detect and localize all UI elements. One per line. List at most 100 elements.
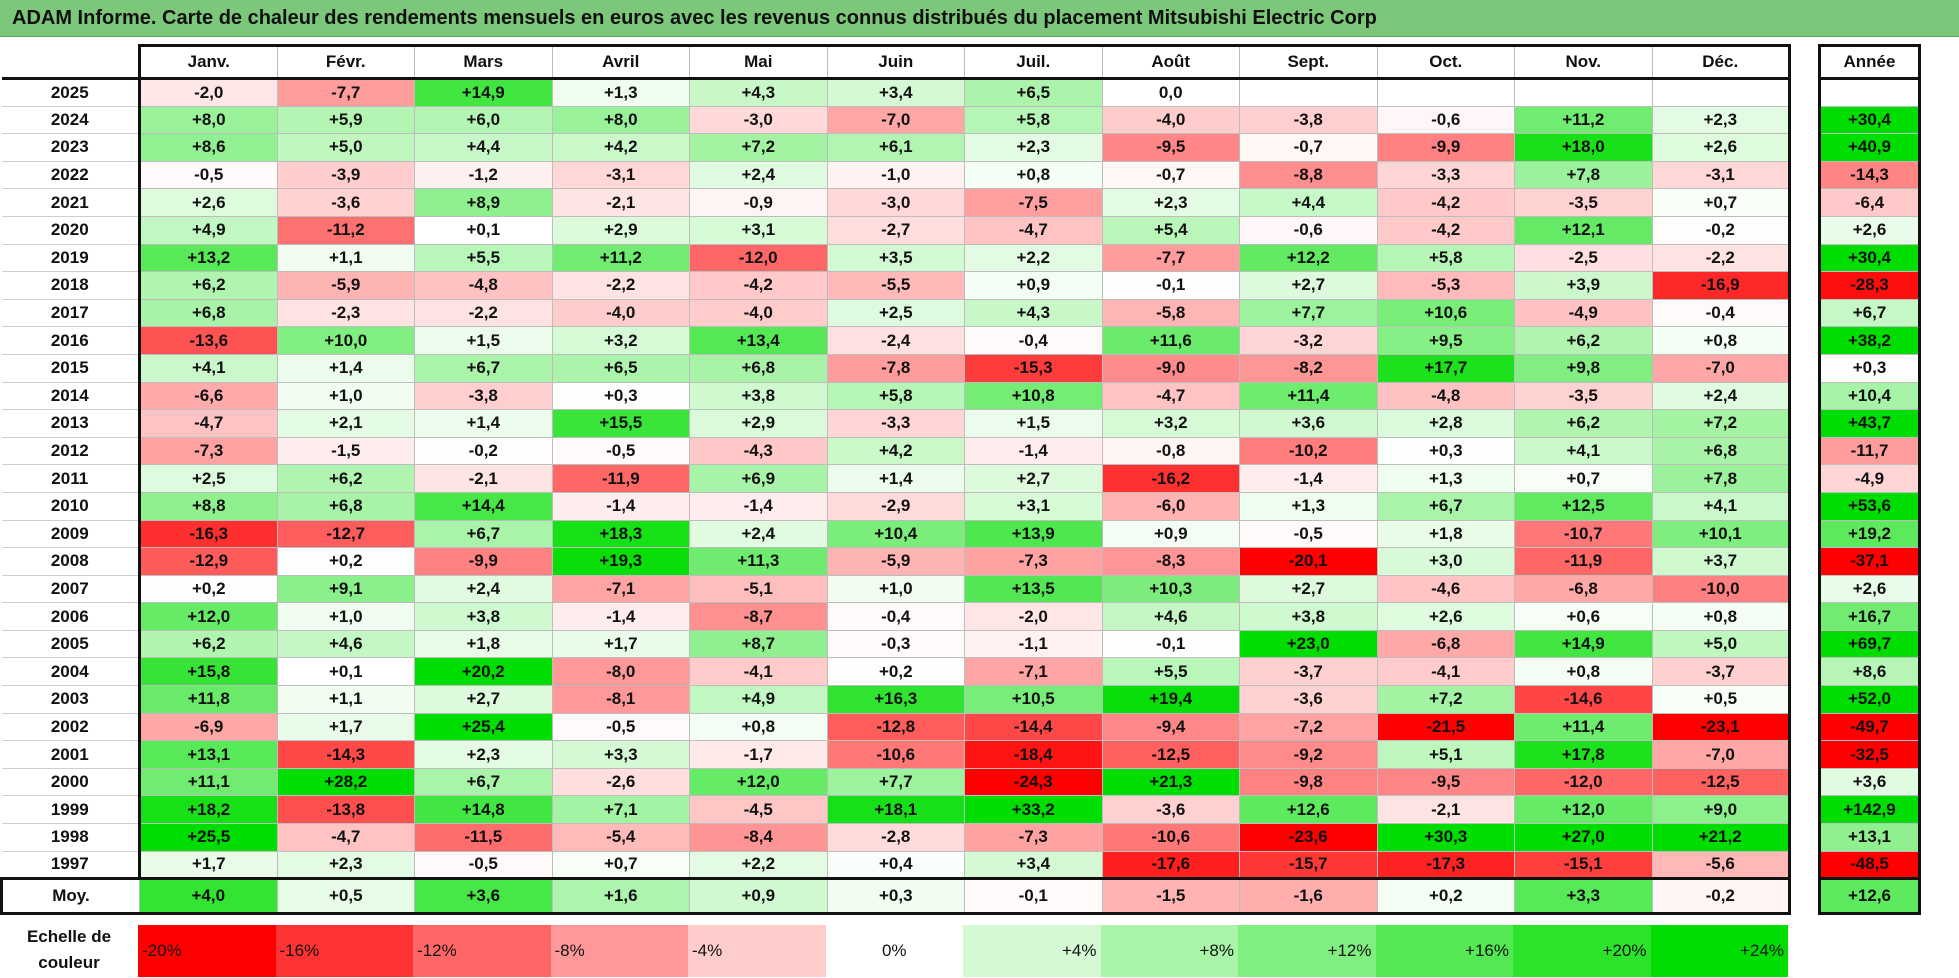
heatmap-cell: -10,6 (1101, 823, 1240, 852)
heatmap-cell: +15,5 (551, 409, 690, 438)
year-label: 2010 (1, 492, 140, 521)
heatmap-cell: -12,0 (689, 243, 828, 273)
average-row: Moy. +4,0 +0,5 +3,6 +1,6 +0,9 +0,3 -0,1 -1,5 -1,6… (0, 877, 1791, 916)
heatmap-cell: +12,5 (1514, 491, 1653, 521)
average-cell: +3,6 (414, 877, 553, 916)
table-row: 2009 -16,3 -12,7 +6,7 +18,3 +2,4 +10,4 +13,9 +0,… (1, 519, 1791, 549)
heatmap-cell: +2,6 (1376, 602, 1515, 631)
table-row: 2015 +4,1 +1,4 +6,7 +6,5 +6,8 -7,8 -15,3 -9,0 -8,… (1, 353, 1791, 383)
heatmap-cell: +3,8 (414, 602, 553, 631)
annual-row: +2,6 (1818, 215, 1921, 245)
heatmap-cell: +7,2 (689, 133, 828, 162)
heatmap-cell: +4,1 (1651, 491, 1791, 521)
annual-cell: +19,2 (1818, 519, 1921, 548)
heatmap-cell: +0,1 (276, 657, 415, 687)
annual-row: +43,7 (1818, 409, 1921, 438)
table-row: 2004 +15,8 +0,1 +20,2 -8,0 -4,1 +0,2 -7,1 +5,5 -3… (1, 657, 1791, 687)
heatmap-cell: +3,0 (1376, 547, 1515, 576)
heatmap-cell: -3,3 (1376, 160, 1515, 190)
heatmap-cell: -12,0 (1514, 767, 1653, 797)
heatmap-cell: -3,6 (1239, 685, 1378, 714)
heatmap-cell: +2,4 (1651, 381, 1791, 411)
heatmap-cell: +1,0 (826, 574, 965, 604)
heatmap-cell: +2,2 (689, 850, 828, 880)
heatmap-cell: +1,1 (276, 685, 415, 714)
heatmap-cell: -5,1 (689, 574, 828, 604)
heatmap-cell: +1,4 (414, 409, 553, 438)
heatmap-cell: +6,9 (689, 464, 828, 493)
heatmap-cell: -20,1 (1239, 547, 1378, 576)
heatmap-cell: +3,2 (551, 326, 690, 355)
annual-row: +3,6 (1818, 767, 1921, 796)
heatmap-cell: +25,5 (138, 823, 278, 852)
heatmap-cell: +7,2 (1651, 409, 1791, 438)
heatmap-cell: +12,6 (1239, 795, 1378, 825)
heatmap-cell: -11,9 (1514, 547, 1653, 576)
average-cell: +1,6 (551, 877, 690, 916)
heatmap-cell: +2,9 (551, 215, 690, 245)
annual-cell: -6,4 (1818, 188, 1921, 217)
heatmap-cell: -3,0 (689, 105, 828, 135)
year-label: 2009 (1, 520, 140, 549)
heatmap-cell: -14,3 (276, 740, 415, 769)
heatmap-cell: +4,6 (276, 629, 415, 659)
annual-cell: +30,4 (1818, 105, 1921, 134)
heatmap-cell: +7,2 (1376, 685, 1515, 714)
heatmap-cell: +4,3 (689, 77, 828, 107)
year-label: 1997 (1, 851, 140, 880)
annual-row: +52,0 (1818, 685, 1921, 714)
table-row: 2012 -7,3 -1,5 -0,2 -0,5 -4,3 +4,2 -1,4 -0,8 -10,… (1, 436, 1791, 466)
heatmap-cell: 0,0 (1101, 77, 1240, 107)
heatmap-cell: +33,2 (964, 795, 1103, 825)
heatmap-cell: +6,8 (1651, 436, 1791, 466)
color-scale-step: +8% (1100, 925, 1238, 977)
annual-cell: -14,3 (1818, 160, 1921, 189)
annual-row: -49,7 (1818, 712, 1921, 741)
heatmap-cell: -4,7 (276, 823, 415, 852)
heatmap-cell: +11,1 (138, 767, 278, 797)
heatmap-cell: -4,9 (1514, 298, 1653, 328)
heatmap-cell: -9,0 (1101, 353, 1240, 383)
annual-cell: +8,6 (1818, 657, 1921, 686)
year-label: 2017 (1, 299, 140, 328)
heatmap-cell: -3,9 (276, 160, 415, 190)
annual-row: -28,3 (1818, 271, 1921, 300)
heatmap-cell: +19,3 (551, 547, 690, 576)
table-row: 2002 -6,9 +1,7 +25,4 -0,5 +0,8 -12,8 -14,4 -9,4-… (1, 712, 1791, 742)
heatmap-cell: +13,4 (689, 326, 828, 355)
year-label: 2002 (1, 713, 140, 742)
heatmap-cell: +1,3 (551, 77, 690, 107)
heatmap-cell: -3,7 (1239, 657, 1378, 687)
annual-cell: -49,7 (1818, 712, 1921, 741)
heatmap-cell: -2,0 (964, 602, 1103, 631)
heatmap-cell: +13,9 (964, 519, 1103, 549)
heatmap-cell: -2,6 (551, 767, 690, 797)
color-scale-step: +24% (1650, 925, 1788, 977)
year-label: 2021 (1, 188, 140, 217)
heatmap-cell (1239, 77, 1378, 107)
heatmap-cell: -3,0 (826, 188, 965, 217)
heatmap-cell: +6,8 (138, 298, 278, 328)
heatmap-cell: -3,5 (1514, 381, 1653, 411)
average-label: Moy. (0, 877, 140, 916)
heatmap-cell: -6,0 (1101, 491, 1240, 521)
color-scale-step: +20% (1513, 925, 1651, 977)
heatmap-cell: -1,4 (551, 602, 690, 631)
heatmap-cell: -7,0 (1651, 353, 1791, 383)
heatmap-cell: -12,9 (138, 547, 278, 576)
year-label: 2003 (1, 685, 140, 714)
heatmap-cell: +4,1 (1514, 436, 1653, 466)
heatmap-cell (1514, 77, 1653, 107)
color-scale-step: +4% (963, 925, 1101, 977)
heatmap-cell: -5,5 (826, 271, 965, 300)
heatmap-cell: +2,4 (689, 519, 828, 549)
heatmap-cell: -5,4 (551, 823, 690, 852)
heatmap-cell: +6,2 (1514, 409, 1653, 438)
annual-cell: +16,7 (1818, 602, 1921, 631)
year-label: 2024 (1, 106, 140, 135)
table-row: 2011 +2,5 +6,2 -2,1 -11,9 +6,9 +1,4 +2,7 -16,2 -1… (1, 464, 1791, 493)
year-label: 2015 (1, 354, 140, 383)
heatmap-cell: -4,6 (1376, 574, 1515, 604)
annual-cell: +2,6 (1818, 574, 1921, 603)
heatmap-cell: -2,0 (138, 77, 278, 107)
